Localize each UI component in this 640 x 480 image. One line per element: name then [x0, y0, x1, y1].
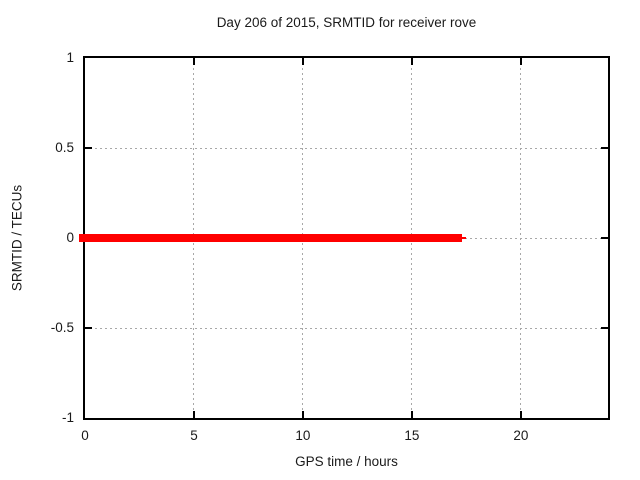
x-tick-label: 10	[295, 428, 311, 443]
x-tick-mark-top	[410, 58, 413, 65]
srmtid-series-line	[79, 234, 462, 242]
x-tick-mark-bottom	[519, 411, 522, 418]
x-tick-mark-top	[192, 58, 195, 65]
y-tick-label: 1	[66, 50, 74, 65]
x-tick-label: 0	[81, 428, 89, 443]
x-tick-label: 5	[190, 428, 198, 443]
x-tick-mark-bottom	[192, 411, 195, 418]
y-tick-label: 0.5	[55, 140, 74, 155]
x-tick-mark-bottom	[301, 411, 304, 418]
plot-inner	[79, 58, 608, 418]
y-tick-mark-left	[85, 147, 92, 149]
y-tick-label: 0	[66, 230, 74, 245]
y-tick-mark-right	[601, 327, 608, 329]
chart-title: Day 206 of 2015, SRMTID for receiver rov…	[216, 15, 477, 30]
x-tick-mark-top	[519, 58, 522, 65]
x-tick-label: 20	[513, 428, 529, 443]
y-gridline	[85, 327, 608, 329]
y-gridline	[85, 147, 608, 149]
y-tick-mark-right	[601, 147, 608, 149]
x-axis-label: GPS time / hours	[295, 454, 398, 469]
x-tick-label: 15	[404, 428, 420, 443]
y-tick-label: -0.5	[50, 320, 74, 335]
x-tick-mark-bottom	[410, 411, 413, 418]
plot-area	[79, 56, 610, 420]
y-tick-mark-left	[85, 327, 92, 329]
y-tick-mark-right	[601, 237, 608, 239]
srmtid-series-line-tail	[461, 237, 467, 239]
y-tick-label: -1	[61, 410, 74, 425]
x-tick-mark-top	[301, 58, 304, 65]
